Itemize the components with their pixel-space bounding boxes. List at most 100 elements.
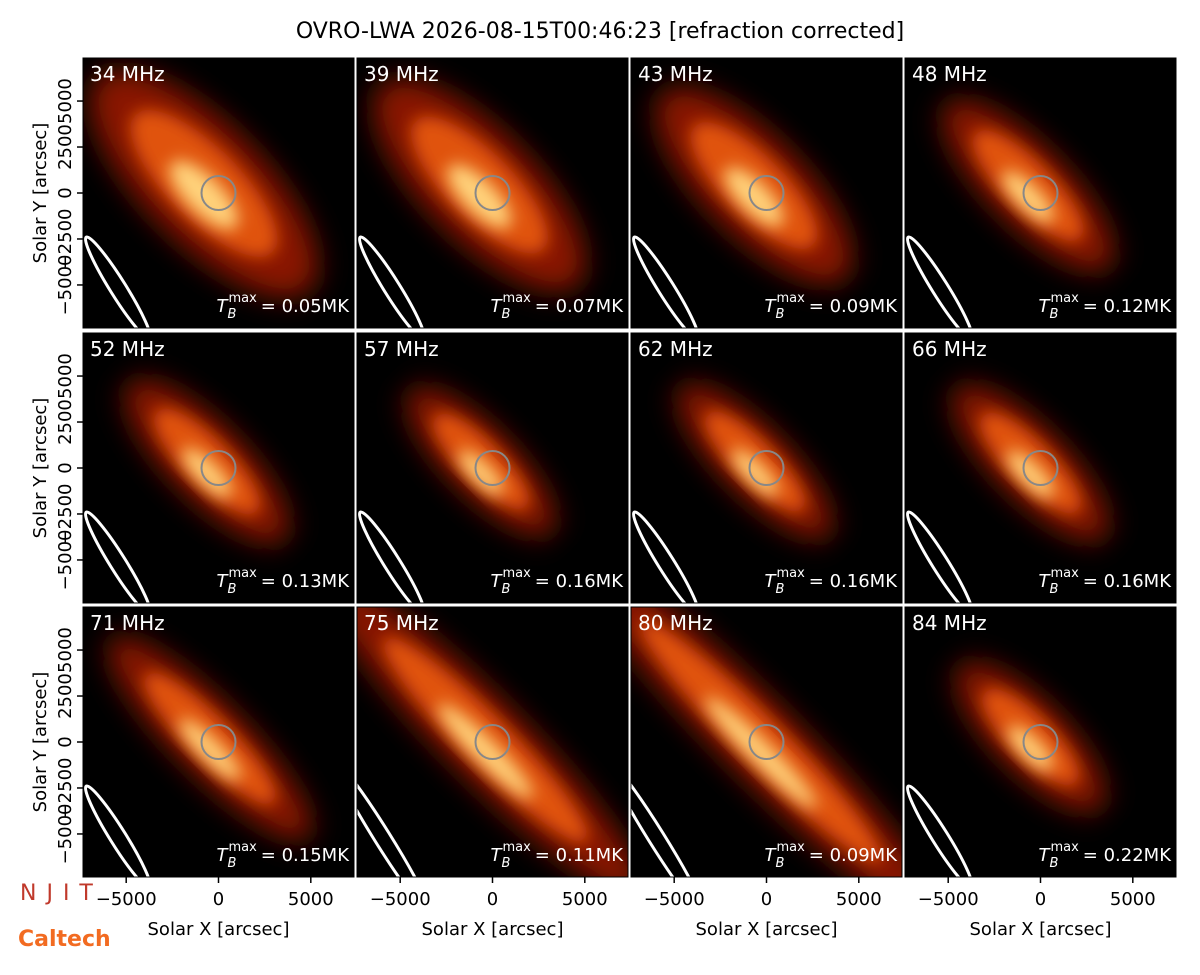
tb-subscript: B [502, 307, 511, 322]
tb-value: = 0.16MK [1083, 571, 1172, 592]
tb-superscript: max [776, 566, 805, 581]
panel [631, 607, 902, 877]
y-tick-label: 0 [55, 187, 76, 198]
tb-max-label: TBmax = 0.22MK [1039, 840, 1173, 871]
emission-core [705, 697, 817, 809]
solar-disk [1022, 175, 1059, 211]
y-tick-label: −2500 [55, 758, 76, 819]
panel-frame [630, 332, 903, 604]
frequency-label: 66 MHz [912, 337, 987, 361]
tb-subscript: B [1050, 582, 1059, 597]
tb-subscript: B [502, 582, 511, 597]
tb-max-label: TBmax = 0.09MK [765, 840, 899, 871]
x-tick-label: −5000 [918, 889, 979, 910]
tb-symbol: T [1039, 845, 1052, 866]
beam [905, 784, 975, 877]
tb-value: = 0.12MK [1083, 296, 1172, 317]
beam [83, 510, 153, 603]
tb-subscript: B [1050, 856, 1059, 871]
tb-symbol: T [1039, 571, 1052, 592]
tb-max-label: TBmax = 0.09MK [765, 291, 899, 322]
tb-symbol: T [765, 571, 778, 592]
panel-frame [356, 332, 629, 604]
frequency-label: 84 MHz [912, 611, 987, 635]
panel [905, 58, 1176, 328]
tb-superscript: max [776, 291, 805, 306]
logo-njit: NJIT [20, 881, 103, 906]
solar-disk [474, 175, 511, 211]
emission-core [438, 703, 533, 799]
frequency-label: 43 MHz [638, 62, 713, 86]
x-tick-label: 0 [213, 889, 224, 910]
x-tick-label: 5000 [1110, 889, 1156, 910]
frequency-label: 62 MHz [638, 337, 713, 361]
tb-value: = 0.16MK [809, 571, 898, 592]
tb-subscript: B [776, 856, 785, 871]
solar-disk [1022, 724, 1059, 760]
tb-max-label: TBmax = 0.07MK [491, 291, 625, 322]
y-tick-label: 2500 [55, 673, 76, 719]
tb-max-label: TBmax = 0.05MK [217, 291, 351, 322]
tb-value: = 0.09MK [809, 845, 898, 866]
tb-value: = 0.16MK [535, 571, 624, 592]
emission-core [447, 164, 512, 229]
panel [631, 333, 902, 603]
tb-symbol: T [765, 845, 778, 866]
panel [83, 333, 354, 603]
x-tick-label: 0 [487, 889, 498, 910]
frequency-label: 34 MHz [90, 62, 165, 86]
y-tick-label: 5000 [55, 627, 76, 673]
y-tick-label: 0 [55, 736, 76, 747]
beam [357, 510, 427, 603]
solar-disk [200, 450, 237, 486]
tb-symbol: T [765, 296, 778, 317]
beam [631, 235, 701, 328]
x-tick-label: 5000 [836, 889, 882, 910]
beam [357, 235, 427, 328]
panel [631, 58, 902, 328]
tb-max-label: TBmax = 0.13MK [217, 566, 351, 597]
tb-superscript: max [228, 291, 257, 306]
emission-core [179, 719, 241, 781]
panel [905, 607, 1176, 877]
x-tick-label: −5000 [644, 889, 705, 910]
tb-max-label: TBmax = 0.16MK [491, 566, 625, 597]
tb-symbol: T [491, 845, 504, 866]
x-tick-label: 5000 [562, 889, 608, 910]
y-tick-label: 2500 [55, 124, 76, 170]
x-tick-label: −5000 [96, 889, 157, 910]
y-tick-label: 0 [55, 462, 76, 473]
y-tick-label: 2500 [55, 399, 76, 445]
panel-frame [904, 332, 1177, 604]
tb-superscript: max [1050, 840, 1079, 855]
tb-value: = 0.22MK [1083, 845, 1172, 866]
tb-subscript: B [1050, 307, 1059, 322]
x-axis-label: Solar X [arcsec] [696, 919, 838, 940]
tb-subscript: B [776, 307, 785, 322]
x-axis-label: Solar X [arcsec] [148, 919, 290, 940]
x-axis-label: Solar X [arcsec] [422, 919, 564, 940]
panel-frame [630, 57, 903, 329]
y-axis-label: Solar Y [arcsec] [30, 123, 51, 264]
tb-symbol: T [217, 571, 230, 592]
tb-value: = 0.09MK [809, 296, 898, 317]
tb-subscript: B [228, 582, 237, 597]
tb-symbol: T [1039, 296, 1052, 317]
panel [357, 333, 628, 603]
y-tick-label: −5000 [55, 255, 76, 316]
beam [905, 510, 975, 603]
panel-frame [356, 57, 629, 329]
frequency-label: 75 MHz [364, 611, 439, 635]
x-tick-label: 5000 [288, 889, 334, 910]
solar-disk [474, 450, 511, 486]
frequency-label: 57 MHz [364, 337, 439, 361]
tb-subscript: B [776, 582, 785, 597]
panel [83, 607, 354, 877]
tb-superscript: max [502, 840, 531, 855]
y-tick-label: −5000 [55, 804, 76, 865]
y-tick-label: 5000 [55, 78, 76, 124]
frequency-label: 52 MHz [90, 337, 165, 361]
tb-symbol: T [491, 296, 504, 317]
panel [83, 58, 354, 328]
